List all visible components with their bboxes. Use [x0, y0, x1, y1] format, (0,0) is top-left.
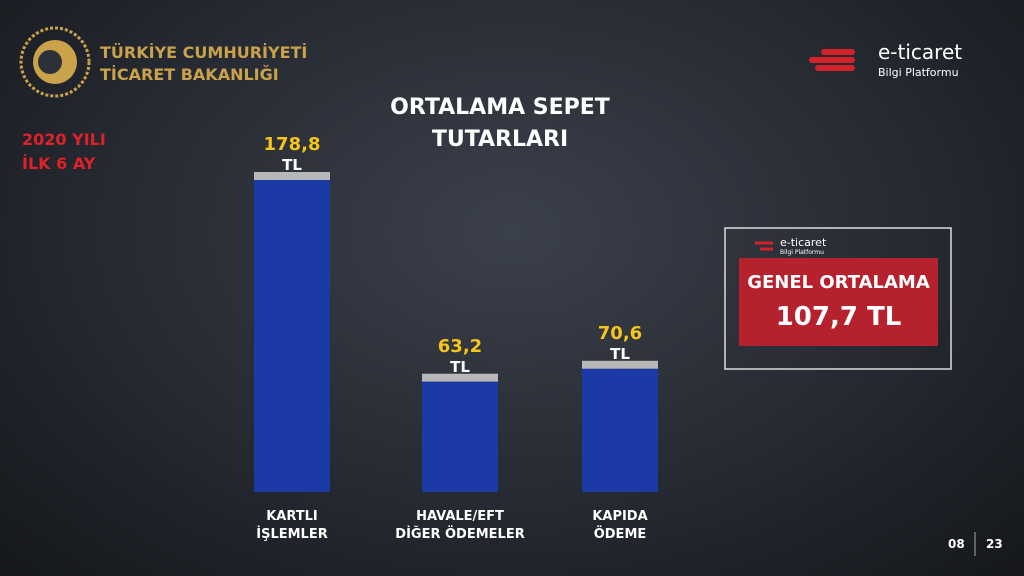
brand-logo	[809, 49, 855, 71]
value-label: 70,6	[597, 322, 643, 344]
chart-title: ORTALAMA SEPET TUTARLARI	[390, 95, 610, 152]
summary-label: GENEL ORTALAMA	[747, 272, 930, 293]
page-number: 08	[948, 537, 965, 551]
value-unit: TL	[450, 357, 470, 376]
bar	[422, 381, 498, 492]
period: 2020 YILI İLK 6 AY	[22, 130, 106, 173]
summary-frame	[724, 227, 952, 370]
bar	[582, 368, 658, 492]
emblem-moon	[38, 50, 62, 74]
value-unit: TL	[282, 156, 302, 174]
emblem	[19, 26, 91, 98]
bar-cap	[582, 360, 658, 369]
value-label: 178,8	[263, 134, 321, 155]
category-label: HAVALE/EFT DİĞER ÖDEMELER	[395, 509, 525, 542]
summary-brand: e-ticaret	[780, 236, 827, 249]
category-label: KARTLI İŞLEMLER	[256, 509, 328, 542]
value-label: 63,2	[437, 335, 483, 357]
value-unit: TL	[610, 344, 630, 363]
summary-value: 107,7 TL	[775, 302, 902, 332]
summary-brand-sub: Bilgi Platformu	[780, 249, 824, 256]
category-label: KAPIDA ÖDEME	[592, 509, 648, 542]
summary-box	[739, 258, 938, 346]
page-total: 23	[986, 537, 1003, 551]
brand: e-ticaret	[878, 40, 963, 64]
bar-cap	[254, 172, 330, 180]
bar-cap	[422, 373, 498, 382]
org-name: TÜRKİYE CUMHURİYETİ TİCARET BAKANLIĞI	[100, 43, 308, 84]
bar	[254, 180, 330, 492]
summary-logo	[755, 241, 773, 251]
brand-sub: Bilgi Platformu	[878, 66, 959, 79]
